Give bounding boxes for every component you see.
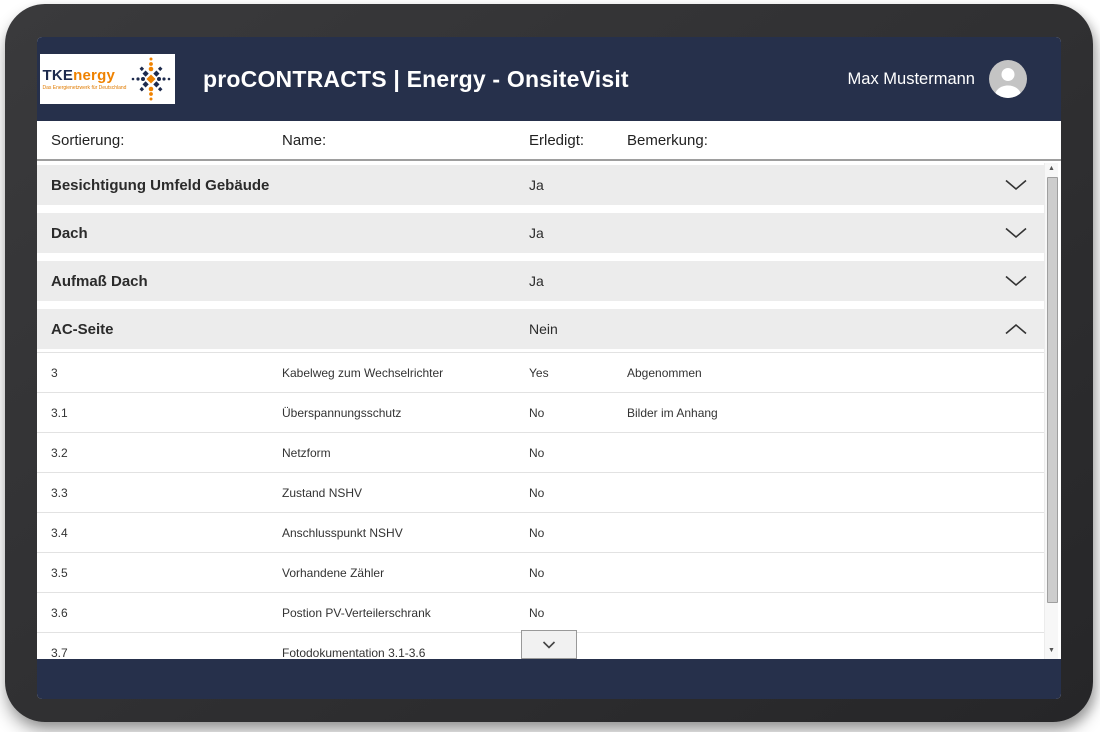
cell-erledigt: No bbox=[529, 445, 545, 460]
cell-name: Anschlusspunkt NSHV bbox=[282, 525, 403, 540]
logo-tagline: Das Energienetzwerk für Deutschland bbox=[42, 84, 127, 91]
chevron-up-icon[interactable] bbox=[1004, 323, 1028, 335]
user-name: Max Mustermann bbox=[847, 69, 975, 88]
cell-sort: 3.2 bbox=[51, 445, 68, 460]
section-row-ac-seite[interactable]: AC-Seite Nein bbox=[37, 309, 1044, 349]
table-row: 3.1 Überspannungsschutz No Bilder im Anh… bbox=[37, 393, 1044, 433]
cell-name: Netzform bbox=[282, 445, 331, 460]
app-screen: TKEnergy Das Energienetzwerk für Deutsch… bbox=[37, 37, 1061, 699]
logo-star-icon bbox=[132, 57, 171, 101]
chevron-down-icon[interactable] bbox=[1004, 275, 1028, 287]
vertical-scrollbar[interactable]: ▲ ▼ bbox=[1044, 163, 1058, 659]
cell-name: Zustand NSHV bbox=[282, 485, 363, 500]
page-title: proCONTRACTS | Energy - OnsiteVisit bbox=[203, 65, 629, 92]
column-bemerkung: Bemerkung: bbox=[627, 131, 708, 149]
cell-bemerkung: Abgenommen bbox=[627, 365, 702, 380]
checklist-table: Besichtigung Umfeld Gebäude Ja Dach Ja A… bbox=[37, 163, 1061, 659]
cell-name: Fotodokumentation 3.1-3.6 bbox=[282, 645, 426, 660]
cell-erledigt: No bbox=[529, 485, 545, 500]
cell-erledigt: No bbox=[529, 405, 545, 420]
section-row-dach[interactable]: Dach Ja bbox=[37, 213, 1044, 253]
app-header: TKEnergy Das Energienetzwerk für Deutsch… bbox=[37, 37, 1061, 121]
cell-sort: 3.6 bbox=[51, 605, 68, 620]
cell-sort: 3.3 bbox=[51, 485, 68, 500]
cell-name: Überspannungsschutz bbox=[282, 405, 402, 420]
chevron-down-icon bbox=[542, 640, 556, 649]
cell-erledigt: No bbox=[529, 605, 545, 620]
cell-erledigt: Yes bbox=[529, 365, 549, 380]
person-icon bbox=[994, 68, 1022, 98]
cell-bemerkung: Bilder im Anhang bbox=[627, 405, 718, 420]
cell-name: Postion PV-Verteilerschrank bbox=[282, 605, 431, 620]
app-footer-bar bbox=[37, 659, 1061, 699]
logo-brand: TKEnergy bbox=[42, 66, 115, 84]
tablet-frame: TKEnergy Das Energienetzwerk für Deutsch… bbox=[5, 4, 1093, 722]
scroll-down-arrow-icon[interactable]: ▼ bbox=[1048, 647, 1055, 654]
table-row: 3.5 Vorhandene Zähler No bbox=[37, 553, 1044, 593]
table-row: 3.6 Postion PV-Verteilerschrank No bbox=[37, 593, 1044, 633]
column-sortierung: Sortierung: bbox=[51, 131, 125, 149]
table-row: 3 Kabelweg zum Wechselrichter Yes Abgeno… bbox=[37, 353, 1044, 393]
table-row: 3.4 Anschlusspunkt NSHV No bbox=[37, 513, 1044, 553]
cell-erledigt: No bbox=[529, 525, 545, 540]
cell-sort: 3.4 bbox=[51, 525, 68, 540]
cell-name: Kabelweg zum Wechselrichter bbox=[282, 365, 444, 380]
scroll-up-arrow-icon[interactable]: ▲ bbox=[1048, 165, 1055, 172]
erledigt-select-dropdown[interactable] bbox=[521, 630, 577, 659]
section-row-besichtigung[interactable]: Besichtigung Umfeld Gebäude Ja bbox=[37, 165, 1044, 205]
scrollbar-thumb[interactable] bbox=[1046, 177, 1058, 603]
tkenergy-logo: TKEnergy Das Energienetzwerk für Deutsch… bbox=[40, 54, 175, 104]
table-row: 3.7 Fotodokumentation 3.1-3.6 bbox=[37, 633, 1044, 660]
cell-erledigt: No bbox=[529, 565, 545, 580]
cell-sort: 3.1 bbox=[51, 405, 68, 420]
cell-sort: 3.7 bbox=[51, 645, 68, 660]
column-erledigt: Erledigt: bbox=[529, 131, 585, 149]
ac-seite-items: 3 Kabelweg zum Wechselrichter Yes Abgeno… bbox=[37, 352, 1044, 659]
table-row: 3.3 Zustand NSHV No bbox=[37, 473, 1044, 513]
section-row-aufmass-dach[interactable]: Aufmaß Dach Ja bbox=[37, 261, 1044, 301]
chevron-down-icon[interactable] bbox=[1004, 179, 1028, 191]
table-row: 3.2 Netzform No bbox=[37, 433, 1044, 473]
table-column-header: Sortierung: Name: Erledigt: Bemerkung: bbox=[37, 121, 1061, 161]
cell-name: Vorhandene Zähler bbox=[282, 565, 385, 580]
cell-sort: 3.5 bbox=[51, 565, 68, 580]
avatar[interactable] bbox=[989, 60, 1027, 98]
column-name: Name: bbox=[282, 131, 327, 149]
cell-sort: 3 bbox=[51, 365, 58, 380]
chevron-down-icon[interactable] bbox=[1004, 227, 1028, 239]
